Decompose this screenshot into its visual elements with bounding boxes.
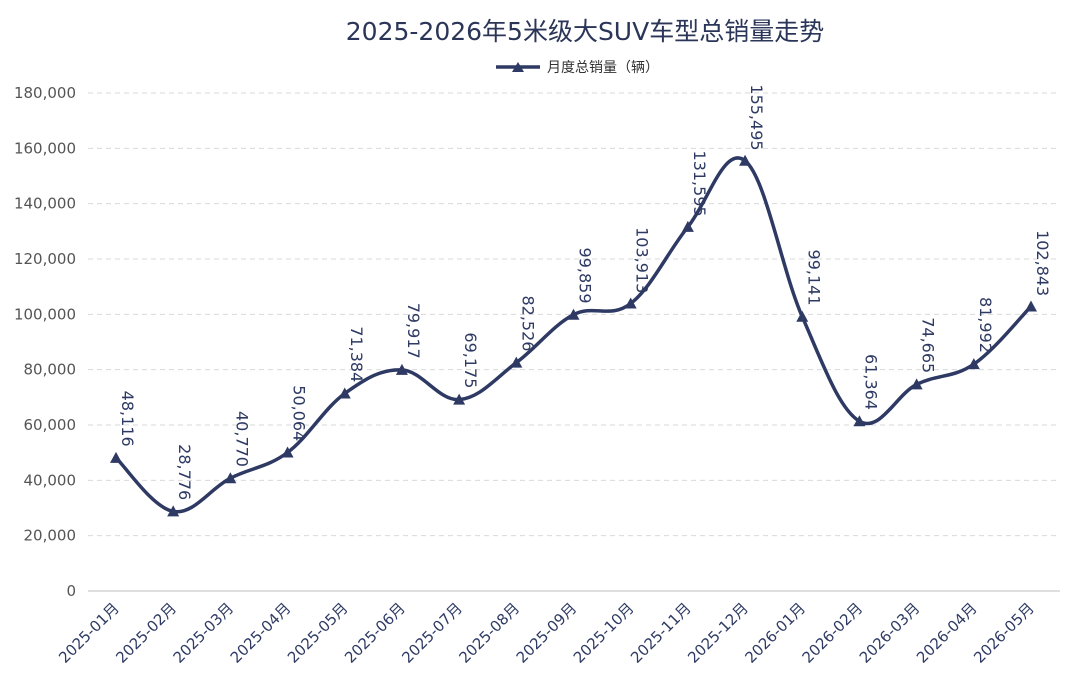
data-label: 50,064 — [290, 385, 309, 441]
data-label: 71,384 — [347, 326, 366, 382]
data-label: 74,665 — [919, 317, 938, 373]
data-point-marker — [281, 446, 294, 458]
x-tick-label: 2025-12月 — [684, 599, 752, 667]
x-tick-label: 2026-05月 — [970, 599, 1038, 667]
x-tick-label: 2025-04月 — [227, 599, 295, 667]
data-label: 79,917 — [404, 303, 423, 359]
x-tick-label: 2025-02月 — [112, 599, 180, 667]
x-tick-label: 2025-11月 — [627, 599, 695, 667]
series-layer — [114, 156, 1033, 514]
data-label: 40,770 — [232, 411, 251, 467]
data-point-marker — [739, 154, 752, 166]
data-point-marker — [338, 387, 351, 399]
data-point-marker — [167, 505, 180, 517]
y-tick-label: 0 — [66, 582, 76, 600]
data-point-marker — [224, 472, 237, 484]
data-label: 82,526 — [518, 295, 537, 351]
markers-layer — [110, 154, 1037, 517]
legend-triangle-marker — [512, 62, 524, 72]
y-tick-label: 180,000 — [14, 84, 76, 102]
data-point-marker — [910, 378, 923, 390]
data-point-marker — [510, 356, 523, 368]
data-label: 102,843 — [1033, 230, 1052, 296]
data-point-marker — [853, 415, 866, 427]
series-line — [114, 156, 1033, 514]
gridlines — [88, 92, 1060, 592]
data-point-marker — [624, 297, 637, 309]
data-point-marker — [453, 393, 466, 405]
x-tick-label: 2026-04月 — [913, 599, 981, 667]
x-tick-label: 2025-10月 — [570, 599, 638, 667]
data-point-marker — [110, 451, 122, 463]
data-label: 99,859 — [576, 248, 595, 304]
x-tick-label: 2026-03月 — [856, 599, 924, 667]
data-label: 155,495 — [747, 84, 766, 150]
y-tick-label: 20,000 — [24, 527, 77, 545]
data-label: 28,776 — [175, 444, 194, 500]
data-label: 61,364 — [861, 354, 880, 410]
x-tick-label: 2026-01月 — [741, 599, 809, 667]
data-label: 99,141 — [804, 250, 823, 306]
y-tick-label: 60,000 — [24, 416, 77, 434]
data-label: 81,992 — [976, 297, 995, 353]
data-point-marker — [681, 220, 694, 232]
data-point-marker — [1025, 300, 1037, 312]
data-label: 69,175 — [461, 332, 480, 388]
data-label: 103,913 — [633, 227, 652, 293]
y-tick-label: 100,000 — [14, 305, 76, 323]
chart-title: 2025-2026年5米级大SUV车型总销量走势 — [346, 17, 824, 46]
x-tick-label: 2025-01月 — [55, 599, 123, 667]
y-tick-label: 160,000 — [14, 139, 76, 157]
y-tick-label: 120,000 — [14, 250, 76, 268]
x-tick-label: 2025-07月 — [398, 599, 466, 667]
legend-label: 月度总销量（辆） — [547, 60, 659, 76]
data-label: 131,595 — [690, 151, 709, 217]
x-axis-ticks: 2025-01月2025-02月2025-03月2025-04月2025-05月… — [55, 599, 1038, 667]
data-point-marker — [796, 310, 809, 322]
x-tick-label: 2025-05月 — [284, 599, 352, 667]
data-point-marker — [395, 363, 408, 375]
data-point-marker — [567, 308, 580, 320]
y-tick-label: 80,000 — [24, 361, 77, 379]
data-labels-layer: 48,116 28,776 40,770 50,064 71,384 79,917 69,1… — [118, 84, 1052, 500]
y-axis-ticks: 0 20,000 40,000 60,000 80,000 100,000 120,000 1… — [14, 84, 76, 600]
x-tick-label: 2025-08月 — [455, 599, 523, 667]
legend: 月度总销量（辆） — [496, 60, 659, 76]
x-tick-label: 2026-02月 — [799, 599, 867, 667]
x-tick-label: 2025-06月 — [341, 599, 409, 667]
y-tick-label: 40,000 — [24, 471, 77, 489]
x-tick-label: 2025-09月 — [513, 599, 581, 667]
y-tick-label: 140,000 — [14, 195, 76, 213]
x-tick-label: 2025-03月 — [170, 599, 238, 667]
data-label: 48,116 — [118, 391, 137, 447]
data-point-marker — [967, 358, 980, 370]
